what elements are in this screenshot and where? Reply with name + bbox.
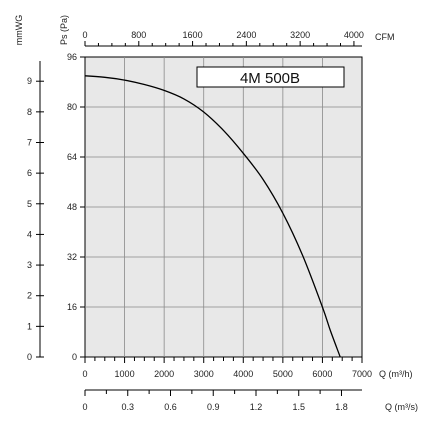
cfm-tick-label: 1600 xyxy=(183,30,203,40)
cfm-tick-label: 800 xyxy=(131,30,146,40)
q-m3s-tick-label: 0.9 xyxy=(207,402,220,412)
pa-axis-title: Ps (Pa) xyxy=(59,15,69,45)
pressure-curve xyxy=(84,75,341,358)
q-m3h-tick-label: 4000 xyxy=(233,369,253,379)
mmwg-tick-label: 7 xyxy=(27,137,32,147)
mmwg-tick-label: 6 xyxy=(27,168,32,178)
q-m3h-tick-label: 2000 xyxy=(154,369,174,379)
q-m3h-tick-label: 1000 xyxy=(115,369,135,379)
mmwg-tick-label: 2 xyxy=(27,291,32,301)
q-m3h-tick-label: 5000 xyxy=(273,369,293,379)
pa-tick-label: 64 xyxy=(67,152,77,162)
mmwg-tick-label: 1 xyxy=(27,321,32,331)
cfm-tick-label: 4000 xyxy=(344,30,364,40)
q-m3h-tick-label: 3000 xyxy=(194,369,214,379)
pa-tick-label: 32 xyxy=(67,252,77,262)
cfm-tick-label: 3200 xyxy=(290,30,310,40)
q-m3s-axis-title: Q (m³/s) xyxy=(385,402,418,412)
q-m3h-tick-label: 6000 xyxy=(312,369,332,379)
q-m3s-tick-label: 0.6 xyxy=(164,402,177,412)
q-m3s-tick-label: 0 xyxy=(82,402,87,412)
mmwg-tick-label: 9 xyxy=(27,76,32,86)
q-m3h-axis-title: Q (m³/h) xyxy=(379,369,413,379)
q-m3s-tick-label: 1.5 xyxy=(292,402,305,412)
q-m3s-tick-label: 1.8 xyxy=(335,402,348,412)
mmwg-axis-title: mmWG xyxy=(14,15,24,46)
mmwg-tick-label: 3 xyxy=(27,260,32,270)
q-m3s-tick-label: 1.2 xyxy=(250,402,263,412)
pa-tick-label: 0 xyxy=(72,352,77,362)
pa-tick-label: 48 xyxy=(67,202,77,212)
pa-tick-label: 96 xyxy=(67,52,77,62)
chart-title: 4M 500B xyxy=(240,70,300,87)
mmwg-tick-label: 5 xyxy=(27,199,32,209)
mmwg-tick-label: 8 xyxy=(27,107,32,117)
mmwg-tick-label: 4 xyxy=(27,229,32,239)
mmwg-tick-label: 0 xyxy=(27,352,32,362)
q-m3s-tick-label: 0.3 xyxy=(121,402,134,412)
cfm-tick-label: 0 xyxy=(82,30,87,40)
cfm-axis-title: CFM xyxy=(375,32,395,42)
cfm-tick-label: 2400 xyxy=(236,30,256,40)
model-label-box: 4M 500B xyxy=(196,66,345,88)
pa-tick-label: 80 xyxy=(67,102,77,112)
q-m3h-tick-label: 0 xyxy=(82,369,87,379)
axes-group: 0 16 32 48 64 80 96 0 1 2 3 4 5 6 7 8 9 0 800 1600 2400 3200 4… xyxy=(27,30,372,412)
pa-tick-label: 16 xyxy=(67,302,77,312)
q-m3h-tick-label: 7000 xyxy=(352,369,372,379)
